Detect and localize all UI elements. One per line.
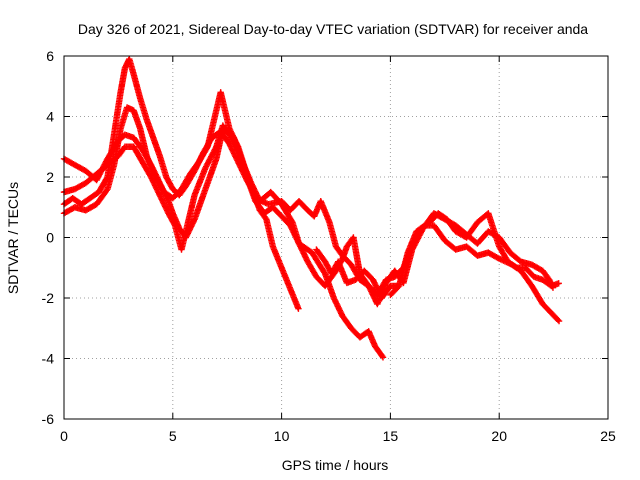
data-point	[295, 305, 302, 312]
x-tick-label: 0	[60, 428, 68, 444]
y-tick-label: -4	[42, 351, 55, 367]
y-tick-label: 2	[46, 169, 54, 185]
plot-frame	[63, 55, 609, 420]
y-tick-label: 0	[46, 230, 54, 246]
data-point	[555, 280, 562, 287]
x-axis-label: GPS time / hours	[282, 457, 389, 473]
chart-title: Day 326 of 2021, Sidereal Day-to-day VTE…	[78, 21, 588, 37]
x-tick-label: 15	[383, 428, 399, 444]
y-tick-label: 6	[46, 48, 54, 64]
data-point	[394, 282, 401, 290]
data-point	[103, 175, 110, 182]
x-tick-label: 10	[274, 428, 290, 444]
series-trace-4	[60, 55, 401, 312]
y-tick-label: 4	[46, 109, 54, 125]
x-tick-label: 20	[491, 428, 507, 444]
x-tick-label: 25	[600, 428, 616, 444]
x-tick-label: 5	[169, 428, 177, 444]
data-point	[555, 317, 563, 325]
data-point	[554, 316, 562, 324]
data-points	[60, 55, 563, 361]
data-point	[378, 352, 386, 360]
data-point	[212, 144, 219, 152]
y-tick-label: -2	[42, 290, 55, 306]
data-point	[171, 220, 178, 228]
y-axis-label: SDTVAR / TECUs	[5, 182, 21, 294]
series-trace-2	[60, 122, 563, 361]
y-tick-label: -6	[42, 411, 55, 427]
data-point	[379, 354, 387, 361]
